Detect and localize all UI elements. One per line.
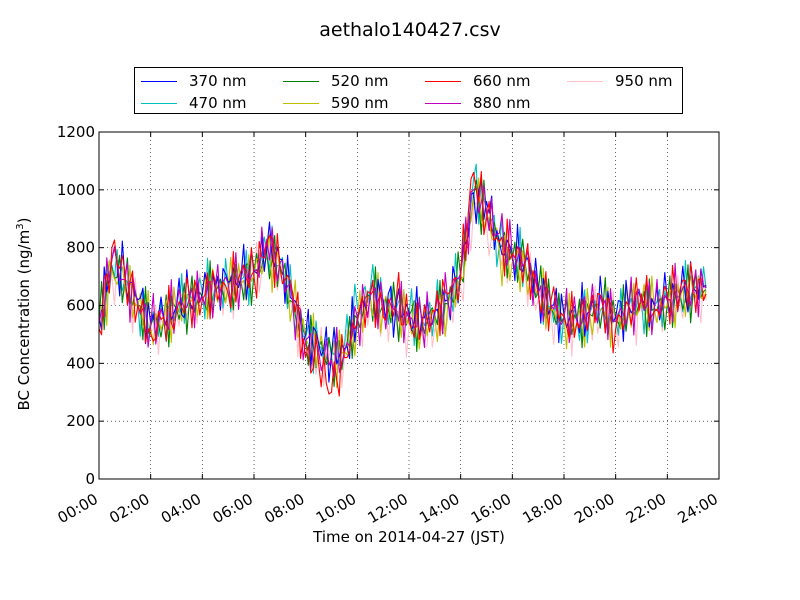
series-line-370-nm xyxy=(98,180,707,383)
series-line-520-nm xyxy=(98,179,707,387)
x-tick-label: 02:00 xyxy=(106,490,152,527)
x-tick-label: 00:00 xyxy=(55,490,101,527)
legend-swatch-950 xyxy=(567,80,603,82)
y-tick-label: 200 xyxy=(66,412,95,430)
legend-item-470: 470 nm xyxy=(141,93,247,113)
legend-item-660: 660 nm xyxy=(425,71,531,91)
series-line-880-nm xyxy=(98,185,707,378)
y-axis-label-superscript: 3 xyxy=(15,223,26,230)
x-tick-label: 22:00 xyxy=(623,490,669,527)
legend-swatch-470 xyxy=(141,102,177,104)
y-axis-label: BC Concentration (ng/m3) xyxy=(15,194,33,434)
legend-item-520: 520 nm xyxy=(283,71,389,91)
legend: 370 nm 470 nm 520 nm 590 nm 660 nm 880 n… xyxy=(134,67,683,114)
chart-title: aethalo140427.csv xyxy=(319,19,501,41)
legend-label-590: 590 nm xyxy=(331,94,389,112)
x-tick-label: 06:00 xyxy=(210,490,256,527)
series-line-660-nm xyxy=(98,170,707,397)
y-tick-label: 800 xyxy=(66,239,95,257)
y-tick-label: 600 xyxy=(66,297,95,315)
x-tick-label: 10:00 xyxy=(313,490,359,527)
y-tick-label: 1200 xyxy=(57,123,95,141)
legend-label-370: 370 nm xyxy=(189,72,247,90)
x-tick-label: 14:00 xyxy=(416,490,462,527)
legend-swatch-520 xyxy=(283,80,319,82)
series-line-590-nm xyxy=(98,177,707,389)
legend-label-520: 520 nm xyxy=(331,72,389,90)
x-tick-label: 12:00 xyxy=(365,490,411,527)
y-tick-label: 400 xyxy=(66,354,95,372)
x-axis-label: Time on 2014-04-27 (JST) xyxy=(313,528,505,546)
legend-label-880: 880 nm xyxy=(473,94,531,112)
x-tick-label: 04:00 xyxy=(158,490,204,527)
legend-item-370: 370 nm xyxy=(141,71,247,91)
legend-item-880: 880 nm xyxy=(425,93,531,113)
legend-label-950: 950 nm xyxy=(615,72,673,90)
legend-item-590: 590 nm xyxy=(283,93,389,113)
legend-swatch-660 xyxy=(425,80,461,82)
y-tick-label: 1000 xyxy=(57,181,95,199)
legend-swatch-880 xyxy=(425,102,461,104)
x-tick-label: 18:00 xyxy=(520,490,566,527)
legend-item-950: 950 nm xyxy=(567,71,673,91)
y-axis-label-text: BC Concentration (ng/m xyxy=(15,229,33,411)
x-tick-label: 16:00 xyxy=(468,490,514,527)
x-tick-label: 24:00 xyxy=(675,490,721,527)
legend-label-470: 470 nm xyxy=(189,94,247,112)
x-tick-label: 20:00 xyxy=(571,490,617,527)
x-tick-label: 08:00 xyxy=(261,490,307,527)
series-lines xyxy=(98,163,707,397)
legend-swatch-370 xyxy=(141,80,177,82)
grid-lines xyxy=(99,132,719,479)
y-tick-label: 0 xyxy=(85,470,95,488)
series-line-470-nm xyxy=(98,163,707,374)
y-axis-label-close: ) xyxy=(15,217,33,224)
legend-swatch-590 xyxy=(283,102,319,104)
legend-label-660: 660 nm xyxy=(473,72,531,90)
